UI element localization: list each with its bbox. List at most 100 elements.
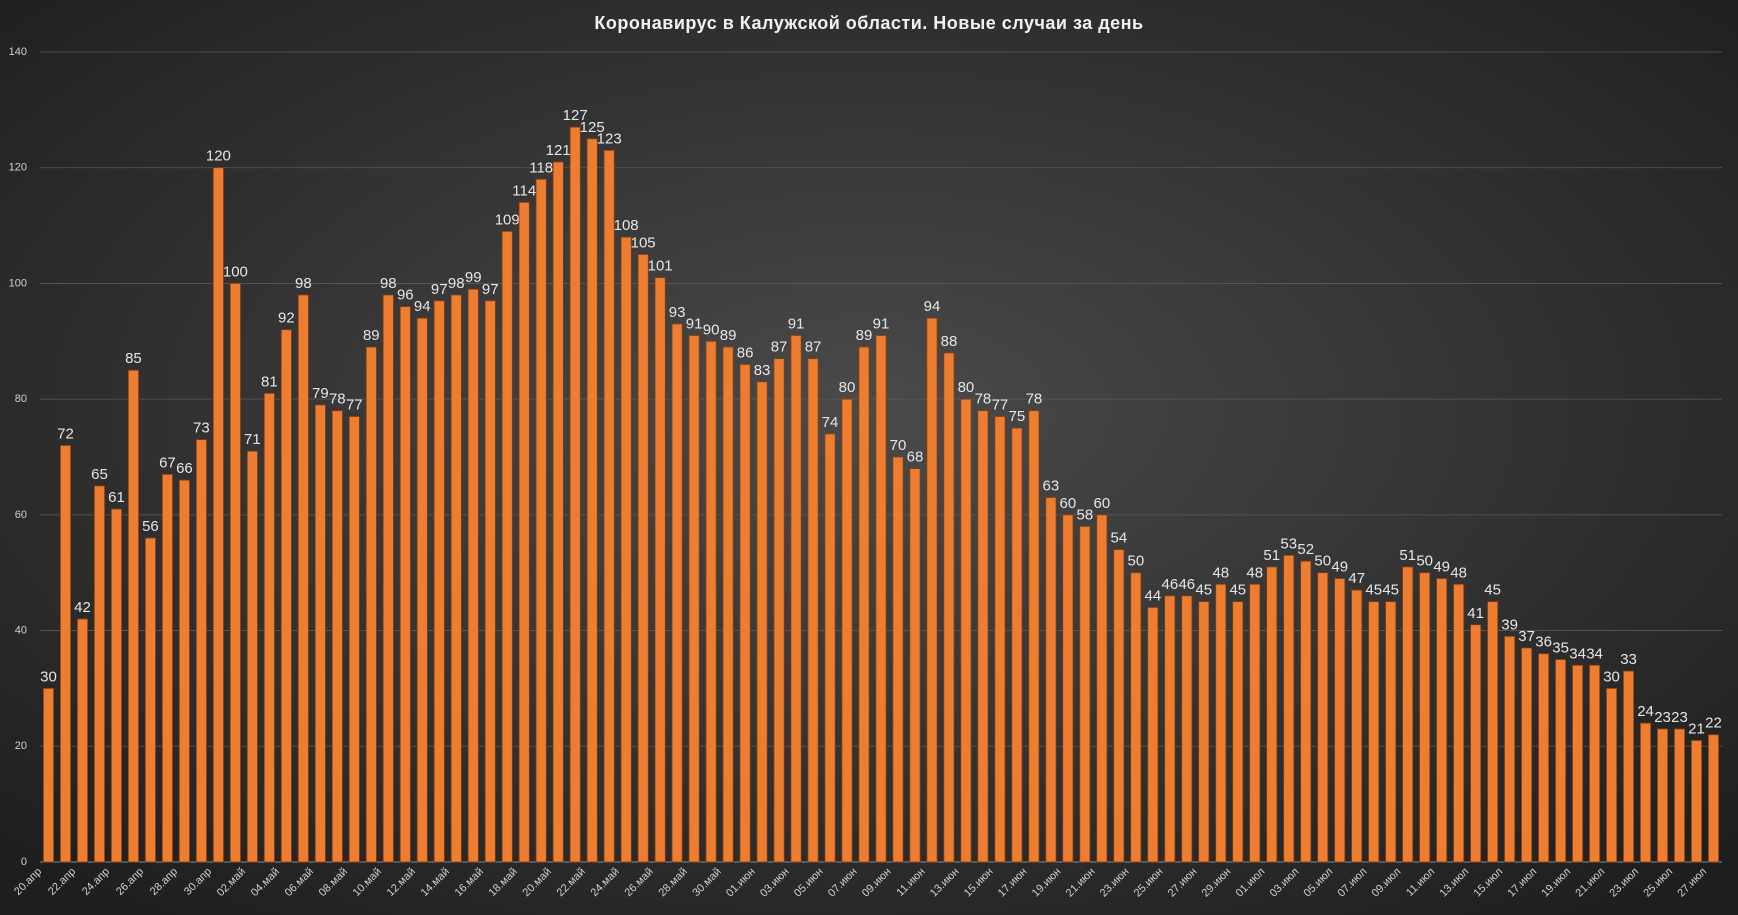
value-label: 91 [788,315,805,332]
value-label: 88 [941,333,958,350]
value-label: 22 [1705,715,1722,732]
bar [144,537,156,863]
value-label: 45 [1382,582,1399,599]
value-label: 77 [346,396,363,413]
bar [1317,572,1329,863]
value-label: 89 [363,327,380,344]
value-label: 120 [206,148,231,165]
bar [1062,514,1074,863]
value-label: 41 [1467,605,1484,622]
bar [450,294,462,863]
value-label: 45 [1365,582,1382,599]
bar [1096,514,1108,863]
value-label: 78 [329,391,346,408]
value-label: 99 [465,269,482,286]
value-label: 83 [754,362,771,379]
bar [1504,635,1516,863]
value-label: 97 [482,281,499,298]
value-label: 46 [1161,576,1178,593]
bar [280,329,292,863]
bar [1113,549,1125,863]
value-label: 66 [176,460,193,477]
bar [1640,722,1652,863]
value-label: 100 [223,263,248,280]
value-label: 81 [261,373,278,390]
value-label: 56 [142,518,159,535]
bar [977,410,989,863]
bar [212,167,224,863]
bar [1198,601,1210,863]
bar [807,358,819,863]
bar [1589,664,1601,863]
bar [433,300,445,863]
bar [603,149,615,863]
value-label: 30 [1603,668,1620,685]
value-label: 51 [1263,547,1280,564]
bar [739,364,751,863]
bar [824,433,836,863]
bar [926,317,938,863]
value-label: 48 [1246,564,1263,581]
value-label: 24 [1637,703,1654,720]
bar [858,346,870,863]
value-label: 87 [771,339,788,356]
bar [365,346,377,863]
value-label: 39 [1501,616,1518,633]
bar [1470,624,1482,863]
bar [909,468,921,863]
value-label: 121 [546,142,571,159]
y-tick-label: 140 [9,46,27,58]
bar [382,294,394,863]
bar [790,335,802,863]
bar [1164,595,1176,863]
bar [671,323,683,863]
value-label: 58 [1077,506,1094,523]
bar [1708,734,1720,863]
bar [1606,688,1618,863]
value-label: 77 [992,396,1009,413]
bar [331,410,343,863]
bar [59,445,71,863]
bar [127,369,139,863]
bar [756,381,768,863]
value-label: 79 [312,385,329,402]
bar [93,485,105,863]
bar [178,479,190,863]
bar [1334,578,1346,863]
value-label: 44 [1144,587,1161,604]
bar [518,202,530,863]
value-label: 45 [1229,582,1246,599]
value-label: 94 [924,298,941,315]
value-label: 71 [244,431,261,448]
bar [76,618,88,863]
bar [994,416,1006,863]
value-label: 89 [856,327,873,344]
y-tick-label: 0 [21,856,27,868]
value-label: 92 [278,310,295,327]
value-label: 49 [1433,558,1450,575]
bar [1402,566,1414,863]
value-label: 93 [669,304,686,321]
bar [110,508,122,863]
value-label: 52 [1297,541,1314,558]
bar [1215,583,1227,863]
bar [552,161,564,863]
bar [569,126,581,863]
bar [705,340,717,863]
value-label: 78 [1026,391,1043,408]
bar [1147,607,1159,863]
value-label: 91 [686,315,703,332]
bar [1691,740,1703,863]
bar [42,688,54,863]
bar [1453,583,1465,863]
bar [1130,572,1142,863]
value-label: 23 [1671,709,1688,726]
y-tick-label: 40 [15,624,27,636]
value-label: 61 [108,489,125,506]
value-label: 94 [414,298,431,315]
bar [1538,653,1550,863]
y-tick-label: 120 [9,162,27,174]
value-label: 34 [1569,645,1586,662]
value-label: 42 [74,599,91,616]
